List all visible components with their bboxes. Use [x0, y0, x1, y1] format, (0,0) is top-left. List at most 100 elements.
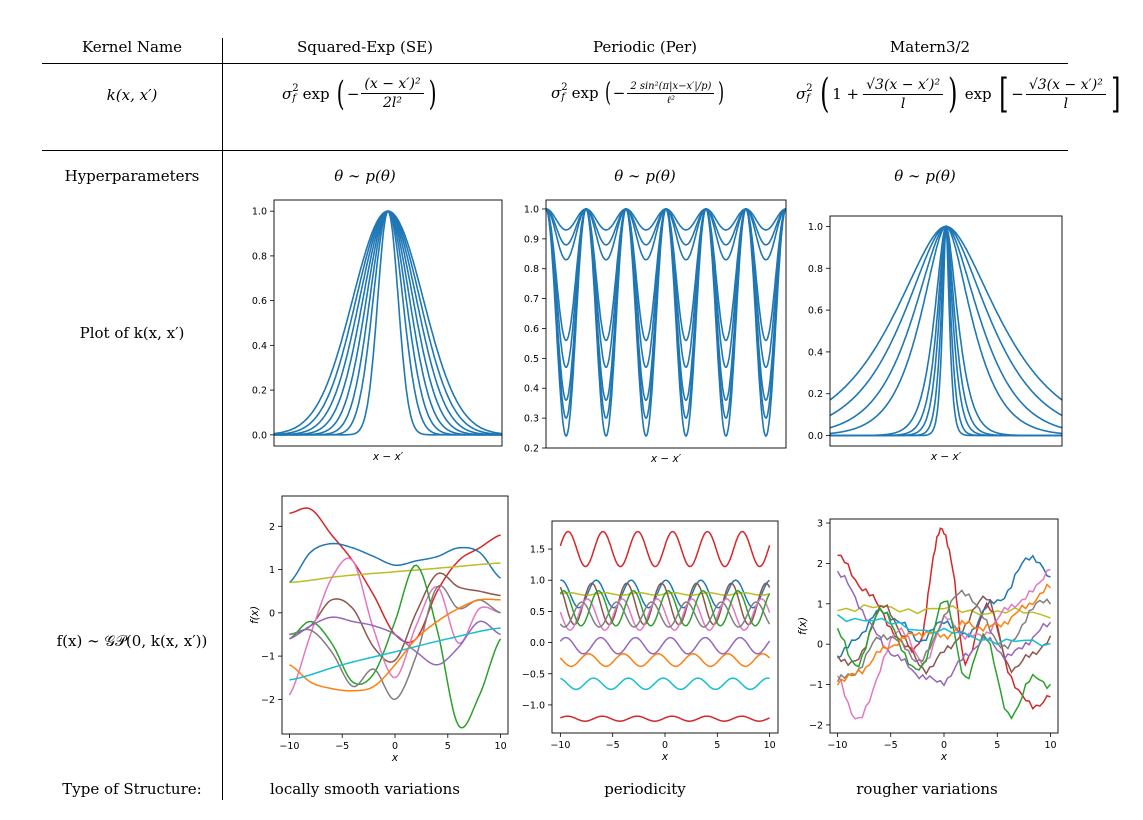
x-tick-label: 10	[495, 741, 507, 752]
y-tick-label: 1	[817, 599, 823, 610]
kernel-curve	[274, 210, 502, 436]
matern-hyper-prior: θ ∼ p(θ)	[894, 167, 956, 185]
y-tick-label: 0.5	[530, 607, 545, 618]
x-tick-label: 0	[941, 740, 947, 751]
y-tick-label: 0	[817, 640, 823, 651]
sample-line	[289, 627, 501, 681]
matern-kernel-chart: 0.0 0.2 0.4 0.6 0.8 1.0 x − x′	[808, 215, 1063, 463]
sample-line	[289, 616, 501, 666]
se-minus: −	[346, 84, 360, 103]
y-tick-label: −2	[261, 695, 275, 706]
y-tick-label: 0.4	[252, 341, 267, 352]
per-paren-close: )	[718, 78, 725, 108]
y-tick-label: −2	[809, 720, 823, 731]
sample-line	[836, 570, 1052, 687]
kernel-curve	[830, 226, 1062, 437]
sample-line	[289, 572, 501, 663]
per-hyper-prior: θ ∼ p(θ)	[614, 167, 676, 185]
sample-line	[836, 589, 1052, 683]
y-axis-label: f(x)	[797, 617, 809, 635]
y-tick-label: 0.2	[524, 444, 539, 455]
x-tick-label: −10	[550, 740, 570, 751]
sample-line	[559, 598, 771, 631]
plot-area	[559, 530, 771, 722]
mat-paren-close: )	[948, 71, 958, 117]
row-label-gp-samples: f(x) ∼ 𝒢𝒫(0, k(x, x′))	[56, 632, 208, 650]
row-label-kernel-plot: Plot of k(x, x′)	[79, 324, 185, 342]
kernel-curve	[274, 210, 502, 436]
plot-frame	[551, 520, 779, 734]
x-tick-label: 5	[714, 740, 720, 751]
y-tick-label: 0.0	[808, 431, 823, 442]
x-tick-label: 10	[764, 740, 776, 751]
y-tick-label: −1.0	[522, 700, 545, 711]
kernel-curve	[830, 225, 1062, 429]
y-tick-label: 0.3	[524, 414, 539, 425]
kernel-curve	[830, 226, 1062, 437]
y-tick-label: 0.4	[524, 384, 539, 395]
sample-line	[560, 677, 770, 691]
plot-frame	[281, 495, 509, 735]
sample-line	[559, 582, 771, 626]
se-sigma: σ	[282, 84, 293, 103]
sample-line	[559, 653, 771, 668]
kernel-curve	[274, 209, 502, 436]
y-tick-label: 0.0	[530, 638, 545, 649]
plot-area	[836, 527, 1052, 720]
plot-frame	[273, 199, 503, 447]
table-vertical-rule-bottom	[222, 150, 223, 800]
y-tick-label: 0.4	[808, 347, 823, 358]
table-mid-rule	[42, 150, 1068, 151]
x-tick-label: 5	[994, 740, 1000, 751]
se-paren-close: )	[428, 73, 437, 114]
sample-line	[836, 569, 1051, 720]
sample-line	[559, 636, 771, 655]
x-axis-label: x − x′	[372, 451, 404, 463]
kernel-curve	[274, 210, 502, 436]
plot-frame	[829, 215, 1063, 447]
kernel-curve	[546, 208, 786, 231]
y-tick-label: 0.6	[524, 324, 539, 335]
x-tick-label: 0	[392, 741, 398, 752]
y-tick-label: 1.0	[252, 207, 267, 218]
header-matern: Matern3/2	[889, 38, 971, 56]
table-top-rule	[42, 63, 1068, 64]
mat-bracket-open: [	[998, 71, 1009, 117]
y-tick-label: −0.5	[522, 669, 545, 680]
se-fraction: (x − x′)² 2l²	[361, 76, 424, 111]
y-axis-label: f(x)	[249, 606, 261, 624]
y-tick-label: −1	[261, 652, 275, 663]
y-tick-label: 0.5	[524, 354, 539, 365]
y-tick-label: 0	[269, 608, 275, 619]
y-tick-label: −1	[809, 680, 823, 691]
table-vertical-rule-top	[222, 38, 223, 150]
y-tick-label: 2	[269, 522, 275, 533]
plot-frame	[545, 199, 787, 449]
x-axis-label: x − x′	[650, 453, 682, 465]
sample-line	[289, 562, 501, 584]
kernel-curve	[274, 210, 502, 436]
sample-line	[288, 542, 502, 584]
periodic-kernel-chart: 0.2 0.3 0.4 0.5 0.6 0.7 0.8 0.9 1.0 x − x′	[524, 199, 787, 465]
y-tick-label: 0.2	[808, 389, 823, 400]
kernel-curve	[830, 225, 1062, 435]
se-paren-open: (	[336, 73, 345, 114]
sample-line	[837, 614, 1051, 647]
sample-line	[560, 715, 770, 722]
x-axis-label: x	[661, 751, 669, 763]
mat-bracket-close: ]	[1110, 71, 1121, 117]
sample-line	[837, 554, 1051, 659]
kernel-curve	[830, 225, 1062, 437]
se-hyper-prior: θ ∼ p(θ)	[334, 167, 396, 185]
y-tick-label: 0.8	[524, 264, 539, 275]
sample-line	[836, 595, 1052, 676]
x-tick-label: 10	[1044, 740, 1056, 751]
kernel-curve	[274, 210, 502, 436]
kernel-curve	[830, 225, 1062, 417]
y-tick-label: 0.0	[252, 430, 267, 441]
